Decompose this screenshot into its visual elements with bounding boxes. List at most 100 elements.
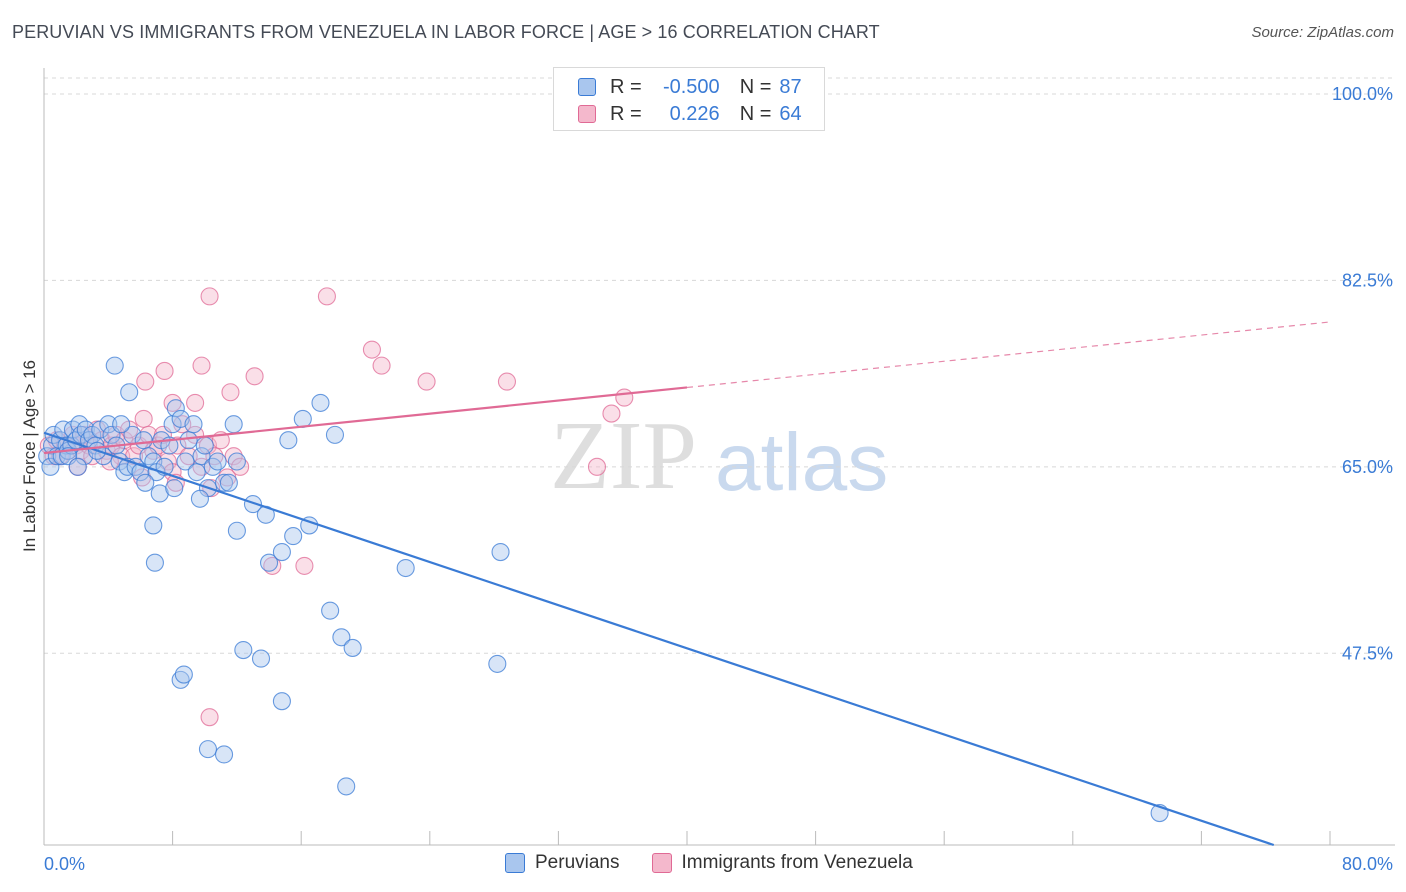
venezuela-point — [587, 457, 607, 476]
n-value: 87 — [779, 75, 802, 98]
peruvians-legend-swatch — [505, 853, 525, 873]
peruvian-point — [179, 431, 198, 450]
y-tick-label: 65.0% — [1342, 457, 1393, 477]
grid-lines — [44, 77, 1395, 654]
peruvian-point — [144, 516, 163, 535]
r-label: R = — [610, 102, 642, 125]
peruvian-point — [234, 641, 253, 660]
series-legend: Peruvians Immigrants from Venezuela — [505, 852, 945, 874]
venezuela-point — [497, 372, 517, 391]
venezuela-point — [372, 356, 391, 375]
venezuela-point — [417, 372, 436, 391]
peruvian-point — [214, 745, 234, 764]
peruvian-point — [219, 473, 238, 492]
peruvian-points — [38, 356, 1169, 823]
peruvian-point — [251, 649, 271, 668]
venezuela-point — [221, 383, 240, 402]
correlation-legend: R = -0.500 N = 87 R = 0.226 N = 64 — [553, 67, 825, 131]
peruvian-point — [311, 393, 330, 412]
venezuela-legend-swatch — [651, 853, 672, 873]
axes — [43, 68, 1395, 846]
y-axis-label: In Labor Force | Age > 16 — [20, 360, 39, 552]
peruvian-point — [190, 489, 209, 508]
legend-item-venezuela: Immigrants from Venezuela — [651, 852, 913, 874]
peruvian-point — [187, 463, 206, 482]
peruvian-point — [139, 447, 158, 466]
legend-row-peruvians: R = -0.500 N = 87 — [578, 74, 802, 100]
peruvian-point — [203, 457, 222, 476]
peruvian-point — [99, 415, 118, 434]
peruvian-point — [243, 495, 263, 514]
venezuela-point — [200, 708, 219, 727]
peruvian-point — [293, 409, 312, 428]
venezuela-point — [263, 556, 282, 575]
chart-title: PERUVIAN VS IMMIGRANTS FROM VENEZUELA IN… — [12, 22, 880, 42]
peruvian-point — [68, 457, 87, 476]
n-label: N = — [739, 75, 772, 98]
y-tick-label: 47.5% — [1342, 643, 1393, 663]
peruvians-legend-label: Peruvians — [535, 852, 620, 873]
peruvian-point — [134, 431, 153, 450]
peruvian-point — [198, 740, 218, 759]
venezuela-points — [39, 287, 634, 727]
y-tick-label: 100.0% — [1332, 84, 1393, 104]
r-value: -0.500 — [662, 75, 720, 98]
peruvian-point — [321, 601, 340, 620]
venezuela-trend-line — [43, 386, 688, 455]
peruvian-point — [192, 447, 211, 466]
venezuela-point — [134, 409, 153, 428]
peruvian-point — [272, 692, 291, 711]
peruvian-point — [174, 665, 193, 684]
venezuela-point — [192, 356, 211, 375]
venezuela-legend-label: Immigrants from Venezuela — [681, 852, 913, 873]
r-label: R = — [610, 75, 642, 98]
peruvian-point — [224, 415, 243, 434]
peruvian-point — [227, 452, 246, 471]
x-tick-label-max: 80.0% — [1342, 854, 1393, 874]
peruvian-point — [41, 457, 60, 476]
venezuela-point — [158, 452, 177, 471]
venezuela-point — [317, 287, 336, 306]
x-tick-label-min: 0.0% — [44, 854, 85, 874]
peruvian-point — [136, 473, 155, 492]
peruvian-point — [343, 638, 362, 657]
peruvian-point — [325, 425, 345, 444]
peruvian-point — [284, 527, 303, 546]
peruvian-point — [272, 542, 291, 562]
peruvian-point — [259, 553, 279, 572]
peruvian-point — [171, 670, 190, 689]
peruvian-point — [488, 654, 507, 673]
venezuela-point — [179, 447, 198, 466]
peruvian-point — [396, 558, 415, 578]
peruvian-point — [145, 553, 164, 572]
peruvian-point — [112, 415, 131, 434]
trend-lines — [43, 321, 1331, 847]
source-label: Source: ZipAtlas.com — [1251, 24, 1394, 41]
venezuela-swatch — [578, 105, 596, 123]
peruvian-point — [115, 463, 134, 482]
venezuela-point — [231, 457, 250, 476]
peruvian-point — [131, 463, 150, 482]
venezuela-point — [186, 393, 205, 412]
venezuela-trend-extension — [686, 321, 1331, 389]
tick-labels: 47.5% 65.0% 82.5% 100.0% 0.0% 80.0% — [44, 84, 1393, 874]
n-label: N = — [739, 102, 772, 125]
venezuela-point — [615, 388, 634, 407]
peruvian-point — [120, 383, 139, 402]
peruvian-point — [166, 399, 185, 418]
venezuela-point — [245, 367, 264, 386]
r-value: 0.226 — [669, 102, 720, 125]
n-value: 64 — [779, 102, 802, 125]
peruvian-point — [176, 452, 195, 471]
peruvian-point — [165, 479, 184, 498]
peruvian-point — [195, 436, 214, 455]
venezuela-point — [362, 340, 381, 359]
peruvian-point — [337, 777, 356, 796]
venezuela-point — [224, 447, 243, 466]
legend-item-peruvians: Peruvians — [505, 852, 620, 874]
peruvian-point — [332, 628, 351, 647]
y-tick-label: 82.5% — [1342, 270, 1393, 290]
venezuela-point — [136, 372, 155, 391]
venezuela-point — [602, 404, 621, 423]
